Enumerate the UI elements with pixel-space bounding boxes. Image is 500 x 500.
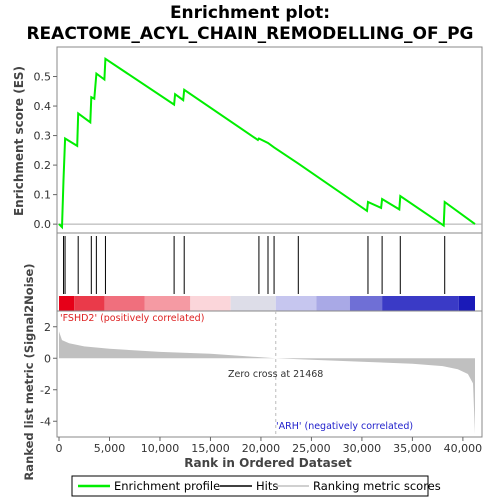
x-tick-label: 35,000 <box>393 442 432 455</box>
x-tick-label: 15,000 <box>191 442 230 455</box>
title-line-2: REACTOME_ACYL_CHAIN_REMODELLING_OF_PG <box>26 24 473 44</box>
heatmap-segment <box>458 296 475 311</box>
heatmap-segment <box>316 296 350 311</box>
heatmap-segment <box>104 296 145 311</box>
x-tick-label: 40,000 <box>444 442 483 455</box>
ranking-heatmap-bar <box>59 296 475 311</box>
enrichment-profile-line <box>58 56 476 230</box>
heatmap-segment <box>382 296 459 311</box>
legend-metric-label: Ranking metric scores <box>313 479 441 493</box>
x-tick-label: 5,000 <box>94 442 126 455</box>
x-tick-label: 20,000 <box>242 442 281 455</box>
legend-enrichment-label: Enrichment profile <box>114 479 220 493</box>
es-y-tick-label: 0.4 <box>34 100 52 113</box>
x-tick-label: 30,000 <box>343 442 382 455</box>
x-tick-label: 10,000 <box>141 442 180 455</box>
hits-markers <box>63 236 446 294</box>
metric-panel <box>56 310 483 438</box>
heatmap-segment <box>59 296 75 311</box>
es-y-axis: 0.0 0.1 0.2 0.3 0.4 0.5 <box>34 71 57 231</box>
es-y-tick-label: 0.1 <box>34 189 52 202</box>
x-axis-label: Rank in Ordered Dataset <box>184 456 352 470</box>
legend-hits-label: Hits <box>256 479 278 493</box>
x-axis: 0 5,000 10,000 15,000 20,000 25,000 30,000 35,0… <box>56 437 483 455</box>
heatmap-segment <box>74 296 105 311</box>
positive-correlation-label: 'FSHD2' (positively correlated) <box>60 313 204 324</box>
metric-y-axis-label: Ranked list metric (Signal2Noise) <box>22 263 36 480</box>
metric-y-tick-label: 0 <box>44 352 51 365</box>
negative-correlation-label: 'ARH' (negatively correlated) <box>276 421 413 432</box>
ranking-metric-area <box>59 331 475 434</box>
es-panel <box>56 46 483 234</box>
es-y-tick-label: 0.0 <box>34 218 52 231</box>
es-y-tick-label: 0.5 <box>34 71 52 84</box>
es-y-tick-label: 0.3 <box>34 130 52 143</box>
metric-y-tick-label: 2 <box>44 321 51 334</box>
es-y-axis-label: Enrichment score (ES) <box>12 66 26 216</box>
heatmap-segment <box>349 296 383 311</box>
heatmap-segment <box>275 296 317 311</box>
heatmap-segment <box>230 296 276 311</box>
zero-cross-label: Zero cross at 21468 <box>228 369 323 380</box>
heatmap-segment <box>190 296 231 311</box>
title-line-1: Enrichment plot: <box>170 3 330 23</box>
metric-y-axis: 2 0 -2 -4 <box>40 321 57 428</box>
x-tick-label: 25,000 <box>292 442 331 455</box>
heatmap-segment <box>144 296 191 311</box>
metric-y-tick-label: -2 <box>40 384 51 397</box>
metric-y-tick-label: -4 <box>40 415 51 428</box>
legend: Enrichment profile Hits Ranking metric s… <box>71 475 441 497</box>
es-y-tick-label: 0.2 <box>34 159 52 172</box>
x-tick-label: 0 <box>56 442 63 455</box>
